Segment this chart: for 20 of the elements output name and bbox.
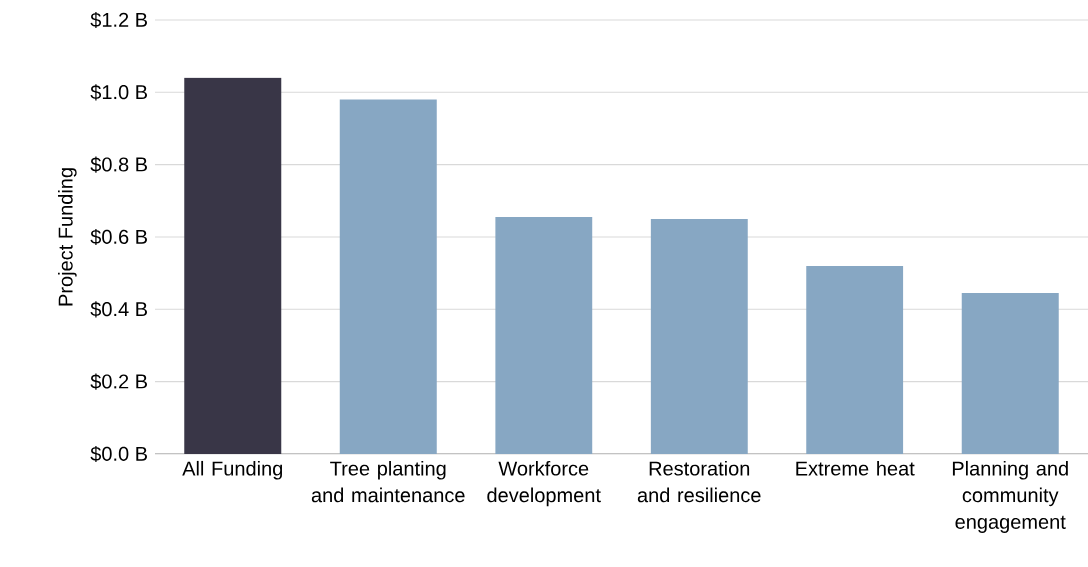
x-tick-label: Tree planting and maintenance xyxy=(311,460,465,503)
x-tick-label: Planning and community engagement xyxy=(952,460,1068,533)
y-tick-label: $0.2 B xyxy=(90,373,147,390)
y-tick-label: $1.0 B xyxy=(90,84,147,101)
x-tick-label: Extreme heat xyxy=(796,460,915,476)
x-tick-label: Workforce development xyxy=(487,460,601,507)
bar xyxy=(806,265,904,454)
y-tick-label: $0.4 B xyxy=(90,301,147,318)
y-tick-label: $0.0 B xyxy=(90,445,147,463)
y-tick-label: $0.6 B xyxy=(90,228,147,246)
bar xyxy=(495,217,593,454)
y-tick-label: $1.2 B xyxy=(90,11,147,29)
bar xyxy=(650,218,748,454)
bar xyxy=(184,77,282,454)
bar xyxy=(339,99,437,454)
y-axis-title: Project Funding xyxy=(58,168,77,306)
bar xyxy=(961,293,1059,454)
x-tick-label: All Funding xyxy=(182,460,283,480)
x-tick-label: Restoration and resilience xyxy=(637,460,761,503)
y-tick-label: $0.8 B xyxy=(90,156,147,173)
